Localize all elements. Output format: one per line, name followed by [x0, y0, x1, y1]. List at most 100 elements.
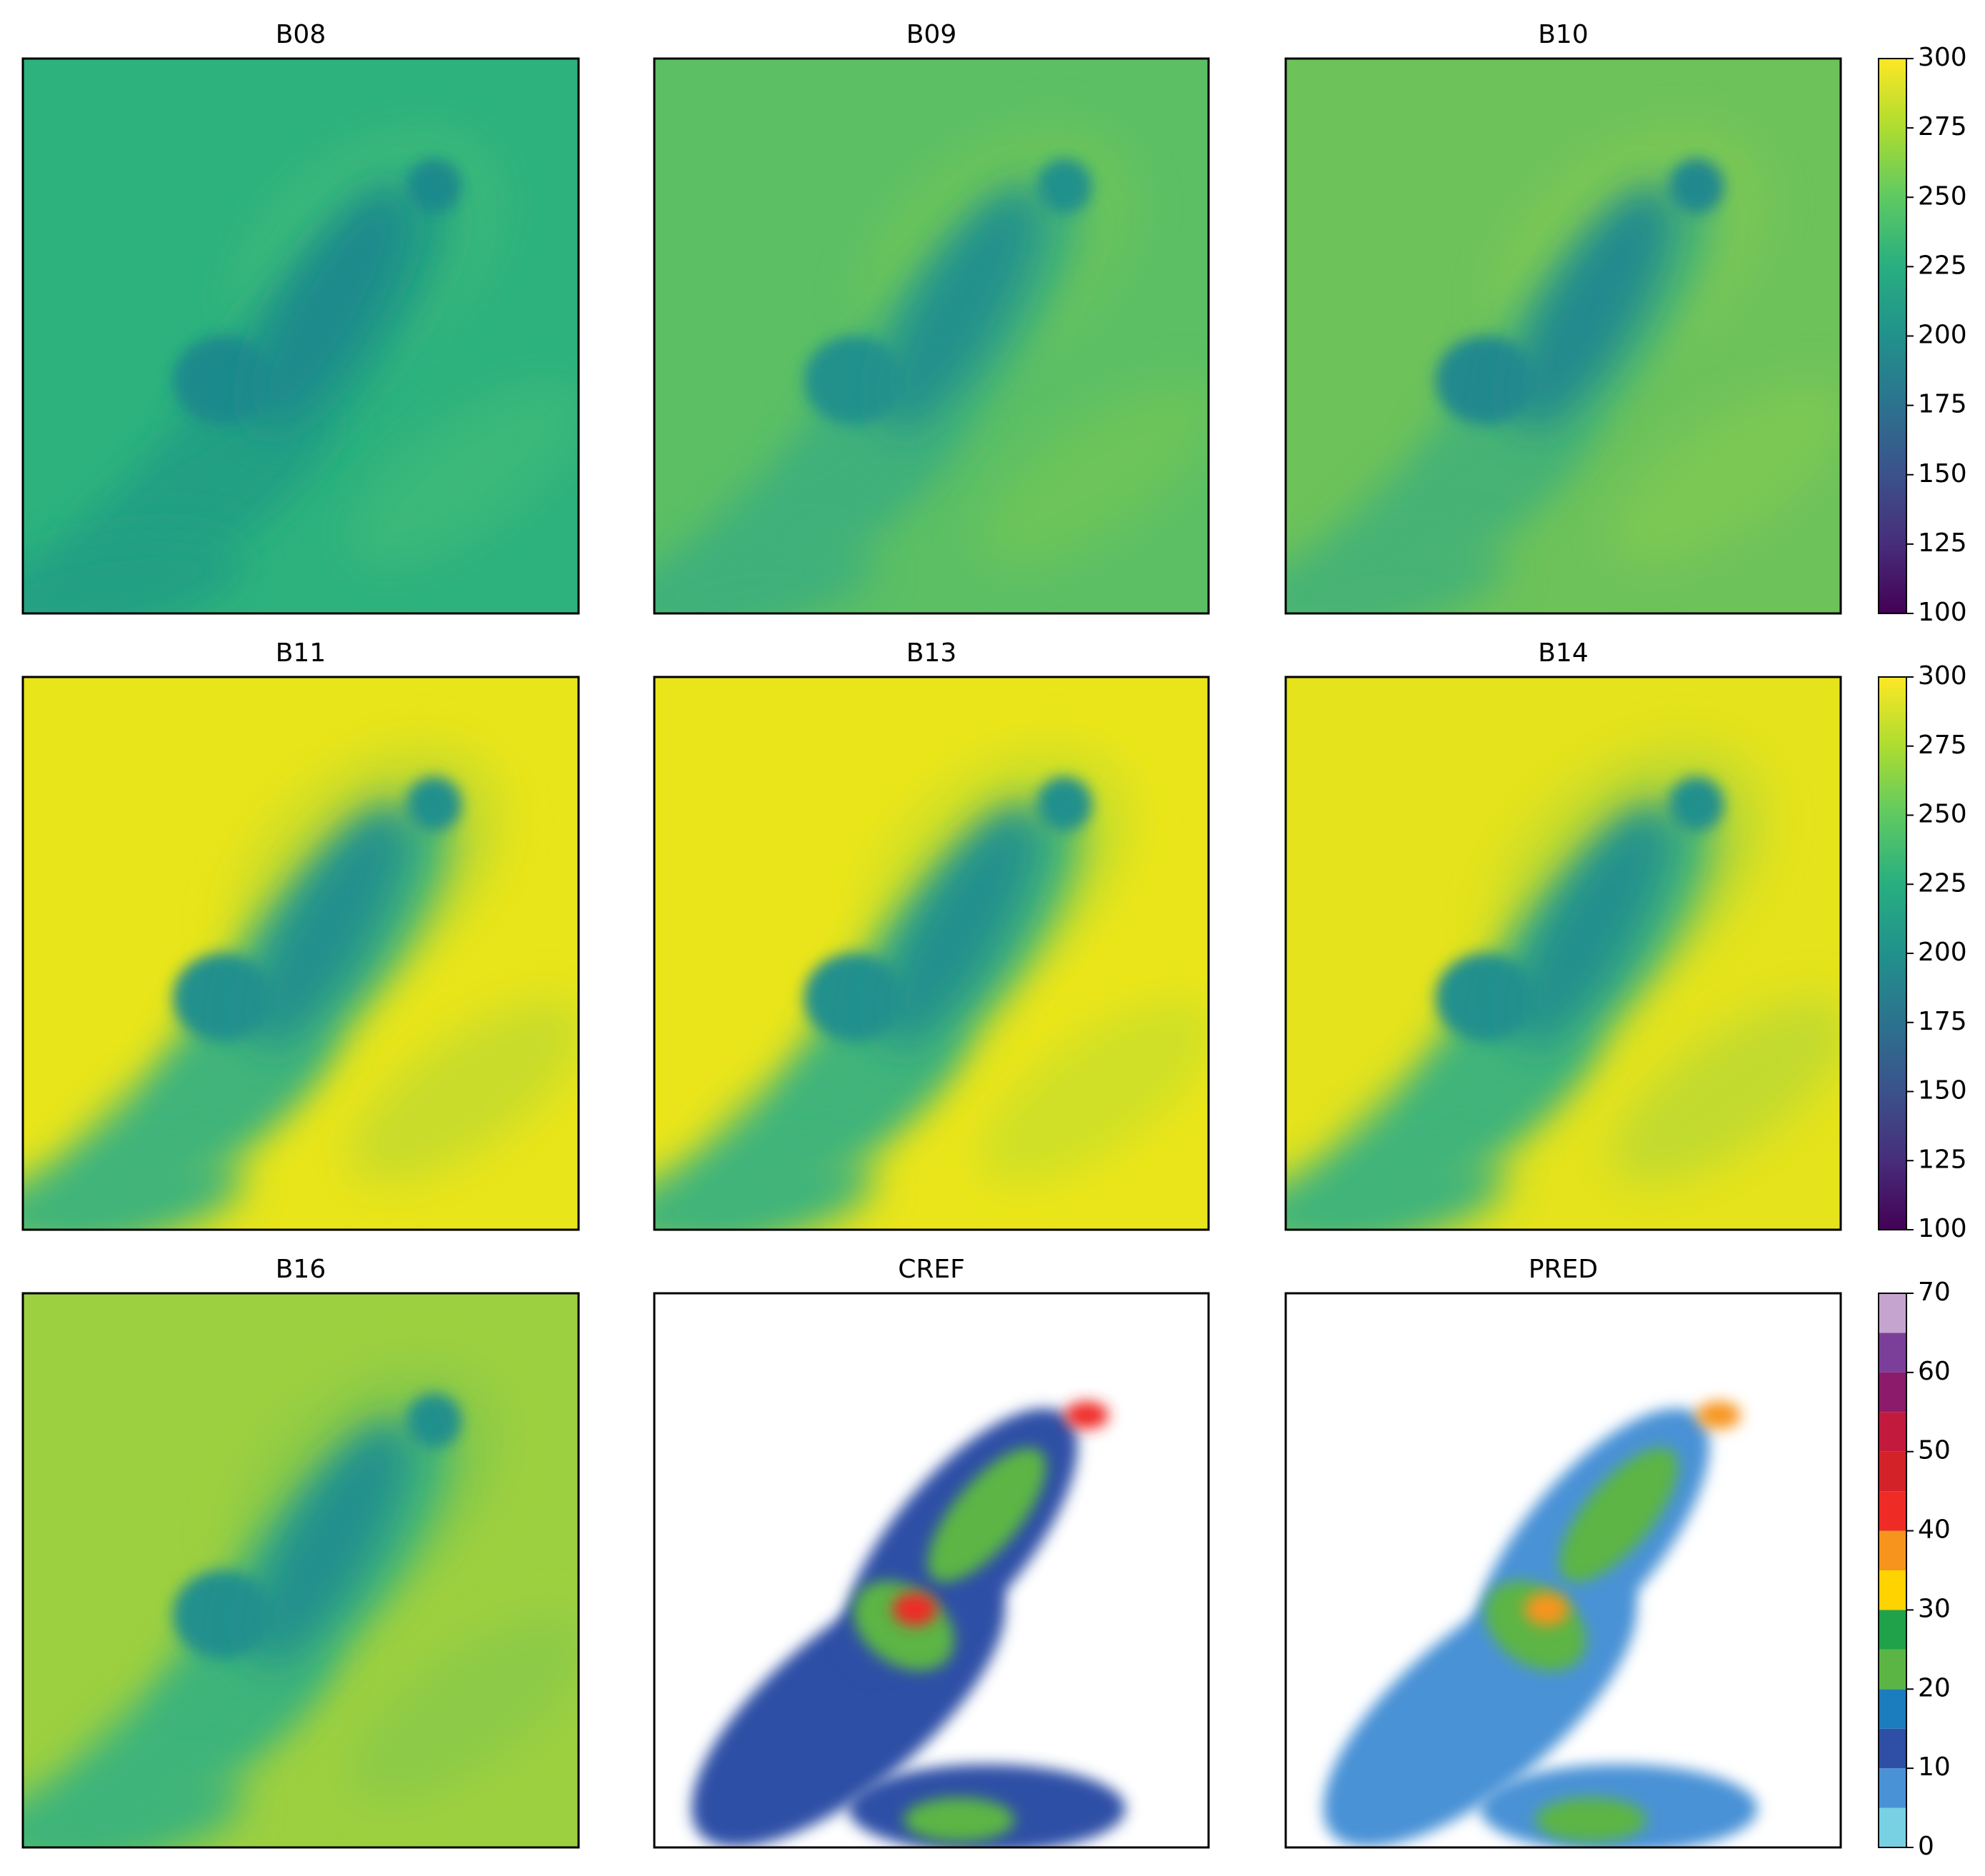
- image-feature: [1611, 383, 1841, 567]
- image-panel: [1286, 677, 1841, 1230]
- colorbar-segment: [1879, 1491, 1906, 1531]
- colorbar-tick-label: 100: [1918, 598, 1967, 627]
- image-feature: [173, 1570, 274, 1660]
- colorbar-segment: [1879, 1610, 1906, 1650]
- image-frame: [21, 676, 580, 1231]
- panel-title: B16: [276, 1255, 326, 1284]
- image-frame: [1284, 676, 1842, 1231]
- image-feature: [349, 1000, 579, 1183]
- image-feature: [23, 536, 244, 613]
- image-panel: [654, 677, 1209, 1230]
- colorbar-frame: [1878, 1293, 1907, 1848]
- colorbar-tick-label: 20: [1918, 1673, 1951, 1702]
- image-feature: [1286, 536, 1506, 613]
- image-feature: [979, 383, 1209, 566]
- image-feature: [173, 953, 274, 1042]
- colorbar-tick-label: 250: [1918, 800, 1967, 829]
- colorbar-segment: [1879, 1807, 1906, 1847]
- image-feature: [1435, 336, 1536, 425]
- colorbar-tick-label: 50: [1918, 1436, 1951, 1465]
- image-feature: [904, 1797, 1015, 1842]
- panel-title: B13: [906, 638, 957, 668]
- colorbar-tick-label: 275: [1918, 112, 1967, 141]
- colorbar-tick-label: 200: [1918, 321, 1967, 350]
- colorbar-tick-label: 225: [1918, 868, 1967, 898]
- colorbar-segment: [1879, 1649, 1906, 1690]
- colorbar-tick-label: 300: [1918, 661, 1967, 691]
- image-feature: [173, 336, 274, 425]
- image-frame: [653, 1292, 1210, 1849]
- image-feature: [880, 803, 1039, 1048]
- image-frame: [653, 57, 1210, 615]
- panel-title: PRED: [1529, 1255, 1598, 1284]
- image-feature: [804, 953, 904, 1042]
- image-panel: [23, 1293, 579, 1847]
- image-feature: [879, 186, 1039, 431]
- panel-title: B14: [1538, 638, 1589, 668]
- image-feature: [1611, 1000, 1841, 1183]
- image-feature: [979, 1000, 1209, 1183]
- colorbar-tick-label: 150: [1918, 459, 1967, 488]
- colorbar-tick-label: 175: [1918, 390, 1967, 419]
- image-feature: [1535, 1797, 1647, 1842]
- colorbar-tick-label: 100: [1918, 1214, 1967, 1243]
- image-panel: [1286, 1293, 1841, 1847]
- image-feature: [349, 1617, 579, 1801]
- colorbar-tick-label: 0: [1918, 1832, 1934, 1861]
- image-feature: [349, 383, 579, 567]
- image-feature: [654, 536, 874, 613]
- colorbar-segment: [1879, 1372, 1906, 1413]
- colorbar-segment: [1879, 1768, 1906, 1808]
- image-panel: [1286, 59, 1841, 613]
- image-panel: [23, 59, 579, 613]
- image-frame: [653, 676, 1210, 1231]
- colorbar-segment: [1879, 1530, 1906, 1570]
- image-frame: [1284, 57, 1842, 615]
- colorbar-tick-label: 200: [1918, 938, 1967, 967]
- image-panel: [654, 59, 1209, 613]
- colorbar-tick-label: 125: [1918, 528, 1967, 558]
- image-feature: [23, 1770, 244, 1847]
- colorbar-gradient: [1879, 59, 1906, 613]
- image-feature: [406, 776, 462, 832]
- panel-title: B08: [276, 20, 326, 49]
- colorbar-tick-label: 70: [1918, 1278, 1951, 1307]
- image-frame: [1284, 1292, 1842, 1849]
- panel-title: B11: [276, 638, 326, 668]
- colorbar-tick-label: 40: [1918, 1515, 1951, 1545]
- image-feature: [927, 1448, 1046, 1582]
- image-feature: [1696, 1401, 1741, 1430]
- colorbar-tick-label: 125: [1918, 1145, 1967, 1174]
- colorbar-tick-label: 30: [1918, 1594, 1951, 1623]
- colorbar-segment: [1879, 1728, 1906, 1769]
- image-feature: [1559, 1448, 1679, 1582]
- image-feature: [1286, 1152, 1506, 1230]
- image-feature: [249, 1420, 408, 1665]
- image-frame: [21, 1292, 580, 1849]
- panel-title: B10: [1538, 20, 1589, 49]
- image-feature: [1511, 803, 1671, 1048]
- image-feature: [1435, 953, 1536, 1042]
- colorbar-tick-label: 60: [1918, 1357, 1951, 1386]
- image-feature: [1064, 1401, 1109, 1430]
- image-feature: [249, 803, 408, 1048]
- colorbar-segment: [1879, 1451, 1906, 1492]
- image-feature: [1036, 776, 1093, 832]
- colorbar-tick-label: 250: [1918, 181, 1967, 211]
- image-feature: [1669, 158, 1724, 214]
- colorbar-segment: [1879, 1293, 1906, 1333]
- colorbar-tick-label: 10: [1918, 1752, 1951, 1782]
- colorbar-segment: [1879, 1333, 1906, 1373]
- image-feature: [249, 186, 408, 431]
- colorbar-segment: [1879, 1689, 1906, 1729]
- image-feature: [1511, 186, 1671, 431]
- panel-title: CREF: [898, 1255, 965, 1284]
- image-panel: [23, 677, 579, 1230]
- colorbar-tick-label: 225: [1918, 251, 1967, 280]
- colorbar-gradient: [1879, 677, 1906, 1230]
- image-feature: [654, 1152, 874, 1230]
- colorbar-tick-label: 150: [1918, 1076, 1967, 1105]
- image-feature: [23, 1152, 244, 1230]
- panel-title: B09: [906, 20, 957, 49]
